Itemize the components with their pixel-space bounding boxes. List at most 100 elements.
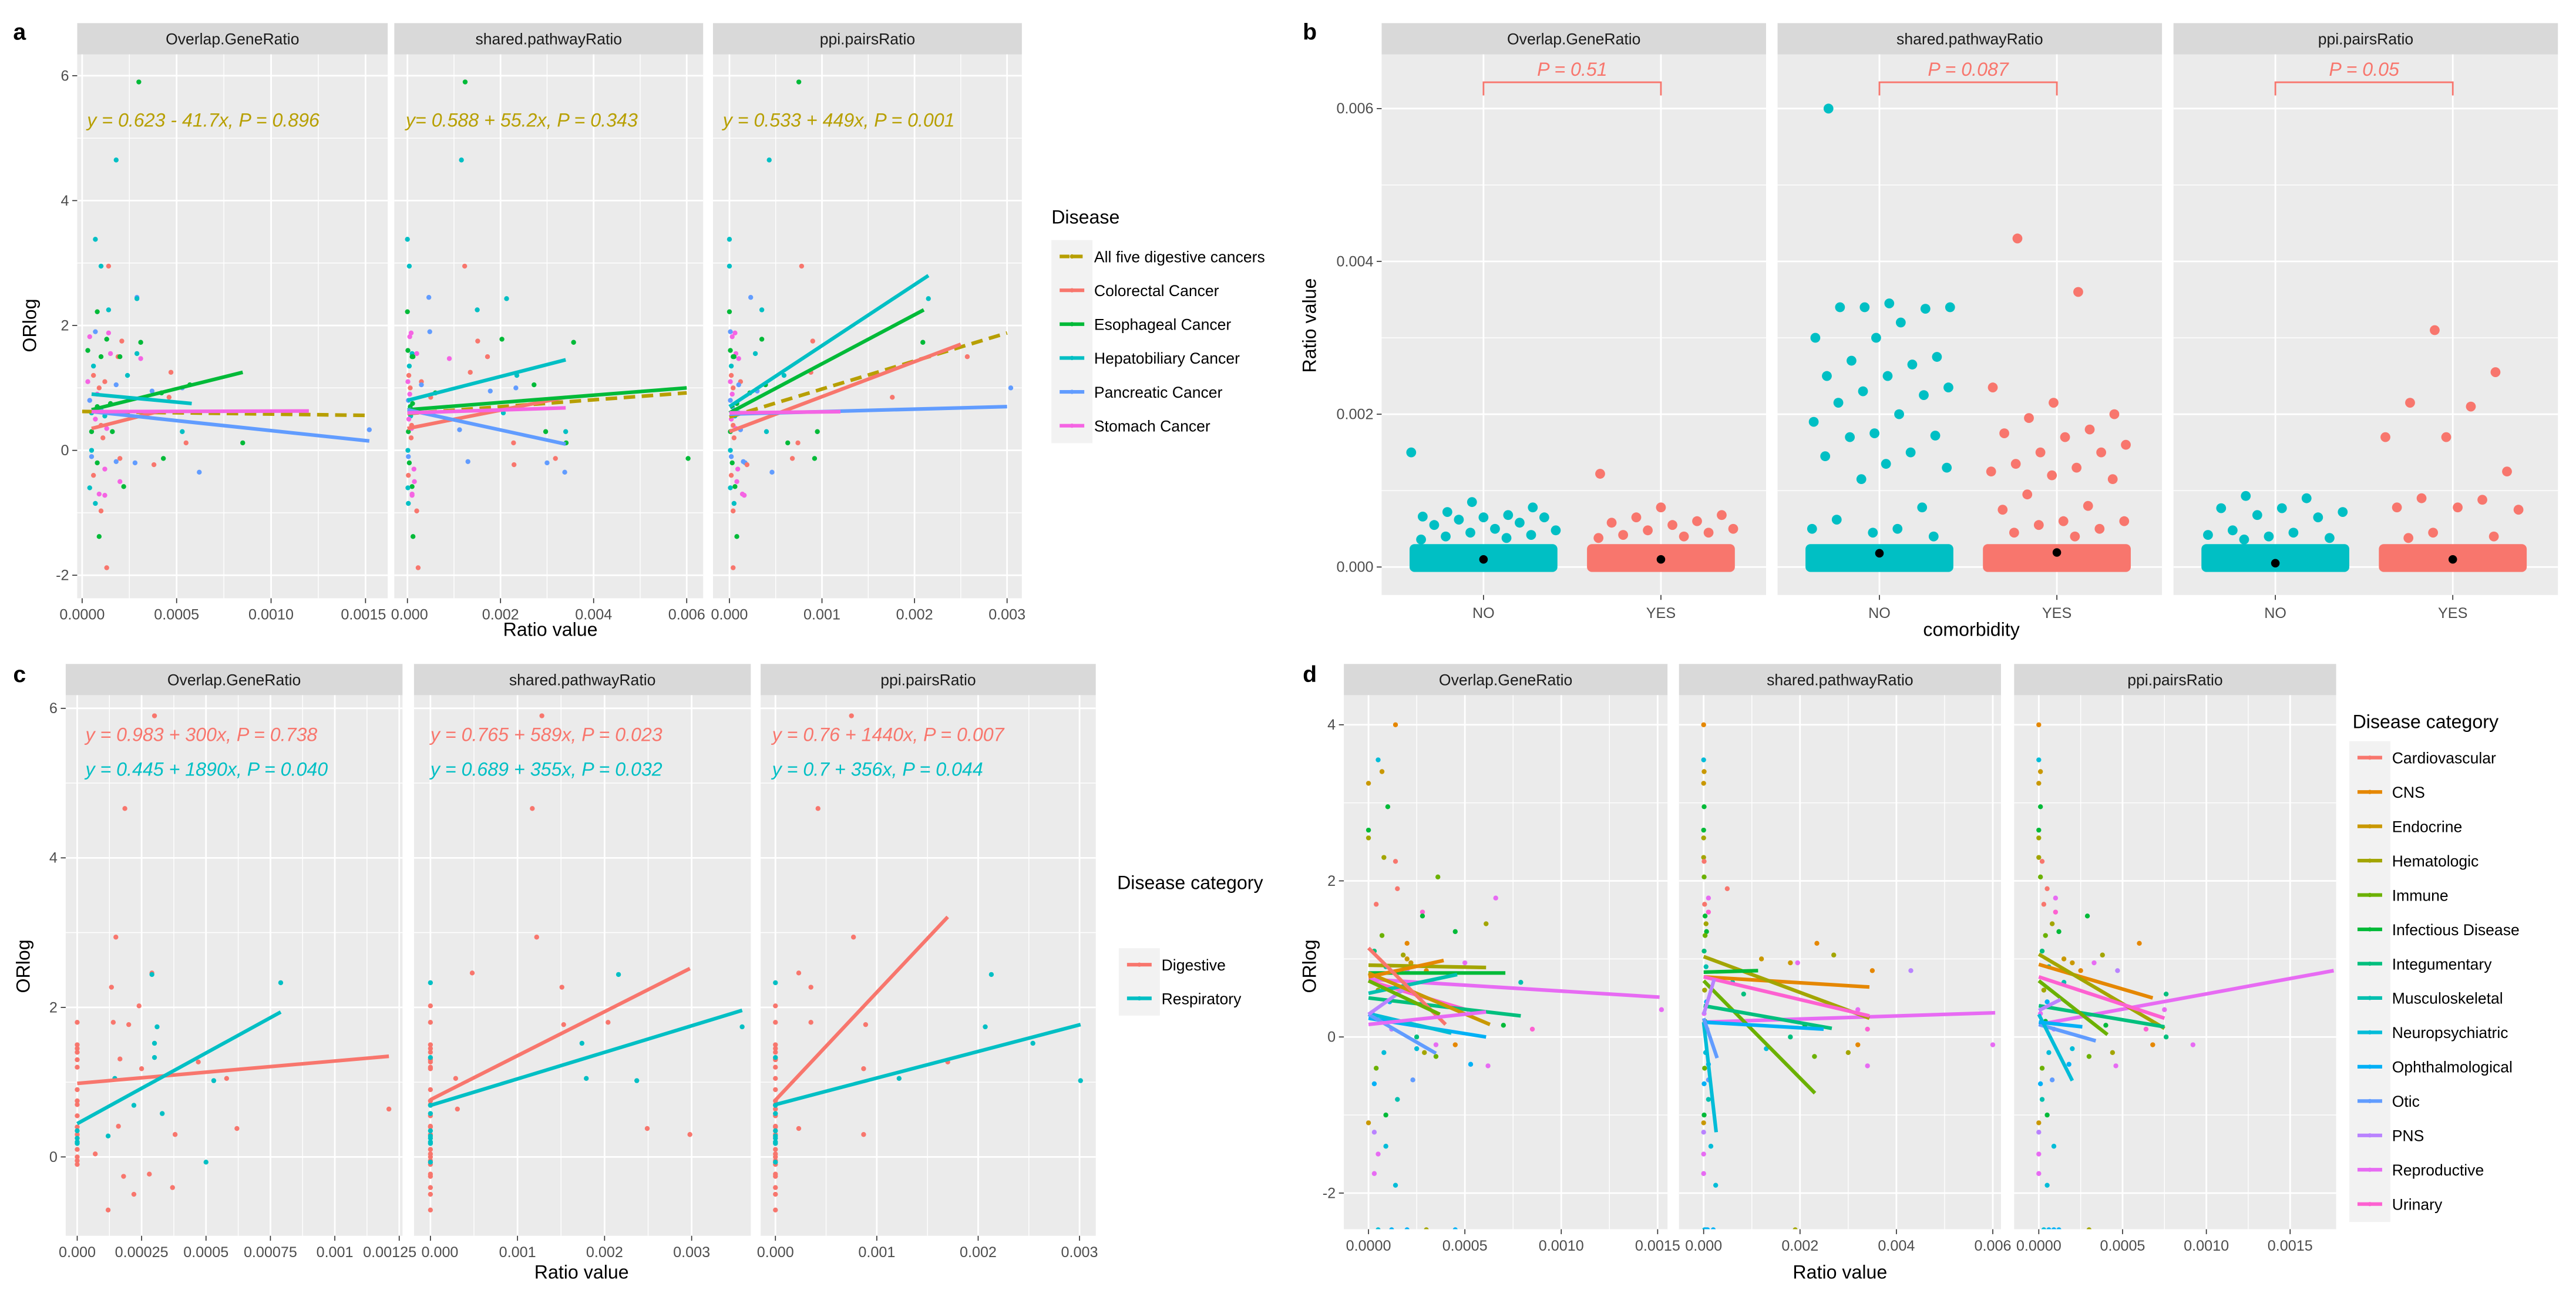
data-point-colorectal-cancer [789, 456, 795, 461]
data-point-stomach-cancer [405, 379, 411, 384]
data-point-endocrine [1366, 1120, 1371, 1126]
regression-equation-respiratory: y = 0.7 + 356x, P = 0.044 [771, 758, 983, 780]
data-point [1515, 518, 1525, 528]
x-tick-label: 0.003 [988, 607, 1025, 623]
data-point [1478, 512, 1489, 523]
data-point-digestive [75, 1113, 80, 1118]
data-point-respiratory [154, 1024, 160, 1030]
facet-strip-label: shared.pathwayRatio [475, 31, 622, 48]
data-point-pancreatic-cancer [769, 469, 775, 475]
data-point-ophthalmological [1371, 1081, 1377, 1087]
data-point [2073, 287, 2083, 297]
significance-bracket [2274, 81, 2454, 96]
data-point-reproductive [1371, 1171, 1377, 1176]
data-point [1919, 390, 1929, 400]
fit-line-musculoskeletal [1368, 972, 1458, 995]
data-point-colorectal-cancer [119, 338, 125, 344]
data-point-integumentary [1741, 991, 1746, 997]
data-point-colorectal-cancer [166, 395, 172, 400]
data-point-digestive [139, 1066, 144, 1071]
data-point-colorectal-cancer [731, 565, 736, 570]
data-point-pancreatic-cancer [487, 388, 493, 394]
median-point [2448, 555, 2457, 564]
data-point-esophageal-cancer [405, 309, 410, 314]
data-point-stomach-cancer [408, 330, 414, 336]
data-point [1503, 510, 1514, 520]
data-point-esophageal-cancer [95, 309, 100, 314]
data-point-colorectal-cancer [731, 435, 737, 441]
data-point [2083, 500, 2093, 511]
legend-item: Ophthalmological [2357, 1059, 2513, 1076]
data-point [2094, 523, 2105, 534]
data-point-colorectal-cancer [890, 395, 895, 400]
data-point-respiratory [160, 1111, 165, 1116]
data-point-digestive [172, 1132, 178, 1137]
data-point [1810, 332, 1821, 343]
data-point [2477, 495, 2487, 505]
data-point-respiratory [105, 1133, 111, 1138]
data-point-hepatobiliary-cancer [180, 429, 185, 434]
plot-background [65, 695, 403, 1236]
plot-marks [1701, 722, 1996, 1230]
data-point-respiratory [773, 1136, 778, 1141]
x-tick-label: YES [2438, 605, 2467, 622]
data-point-neuropsychiatric [1393, 1183, 1398, 1188]
data-point [2441, 432, 2451, 442]
data-point-ophthalmological [2046, 1227, 2052, 1230]
data-point-hematologic [1400, 952, 1406, 958]
data-point-esophageal-cancer [138, 340, 143, 345]
data-point-stomach-cancer [96, 491, 102, 497]
facet-ppi-pairsratio: ppi.pairsRatio 0.000 0.001 0.002 0.003 y = 0.… [757, 664, 1098, 1261]
legend-key-point [2368, 1133, 2372, 1138]
data-point-infectious-disease [1702, 913, 1708, 919]
data-point-endocrine [1701, 781, 1706, 786]
data-point-colorectal-cancer [553, 456, 558, 461]
data-point-ophthalmological [1468, 1062, 1474, 1067]
data-point-digestive [196, 1059, 201, 1064]
data-point-hepatobiliary-cancer [98, 263, 104, 269]
data-point-digestive [75, 1124, 80, 1130]
legend: Disease category Digestive Respiratory [1117, 872, 1263, 1016]
data-point-hematologic [1366, 835, 1371, 841]
x-tick-label: 0.003 [1061, 1244, 1098, 1261]
data-point [1930, 431, 1941, 441]
data-point-esophageal-cancer [759, 337, 765, 342]
data-point-hepatobiliary-cancer [731, 500, 737, 506]
data-point-cns [1869, 968, 1875, 973]
data-point-digestive [428, 1064, 433, 1070]
data-point-urinary [1529, 1026, 1535, 1032]
data-point-digestive [428, 1171, 433, 1177]
data-point-colorectal-cancer [799, 263, 805, 269]
data-point-hepatobiliary-cancer [134, 351, 140, 357]
data-point-digestive [428, 1050, 433, 1055]
data-point-digestive [773, 1003, 778, 1009]
data-point-neuropsychiatric [2041, 1227, 2046, 1230]
fit-line-neuropsychiatric [1368, 1012, 1452, 1035]
legend-item: Integumentary [2357, 955, 2492, 973]
data-point [1442, 507, 1452, 517]
data-point-colorectal-cancer [485, 354, 490, 360]
data-point-hematologic [2036, 835, 2042, 841]
regression-equation-digestive: y = 0.76 + 1440x, P = 0.007 [771, 724, 1005, 745]
legend-label: Stomach Cancer [1094, 417, 1210, 435]
x-axis-title: Ratio value [1793, 1261, 1887, 1282]
data-point-digestive [75, 1046, 80, 1052]
legend-key-point [1070, 355, 1074, 361]
data-point-ophthalmological [2056, 1227, 2062, 1230]
data-point-esophageal-cancer [685, 456, 691, 461]
data-point-digestive [75, 1042, 80, 1047]
data-point-hepatobiliary-cancer [727, 237, 732, 242]
x-tick-label: 0.000 [391, 607, 428, 623]
legend-label: All five digestive cancers [1094, 248, 1265, 266]
legend-item: Esophageal Cancer [1060, 316, 1231, 334]
data-point-respiratory [203, 1160, 208, 1165]
data-point-digestive [773, 1207, 778, 1212]
x-tick-label: 0.006 [668, 607, 705, 623]
data-point-cns [2137, 940, 2142, 946]
facet-ppi-pairsratio: ppi.pairsRatio NO YES P = 0.05 [2173, 23, 2558, 622]
regression-equation: y = 0.533 + 449x, P = 0.001 [722, 110, 955, 131]
data-point [2380, 432, 2390, 442]
data-point [2203, 530, 2213, 540]
p-value-label: P = 0.05 [2329, 59, 2399, 80]
fit-line-pns [2037, 997, 2062, 1012]
